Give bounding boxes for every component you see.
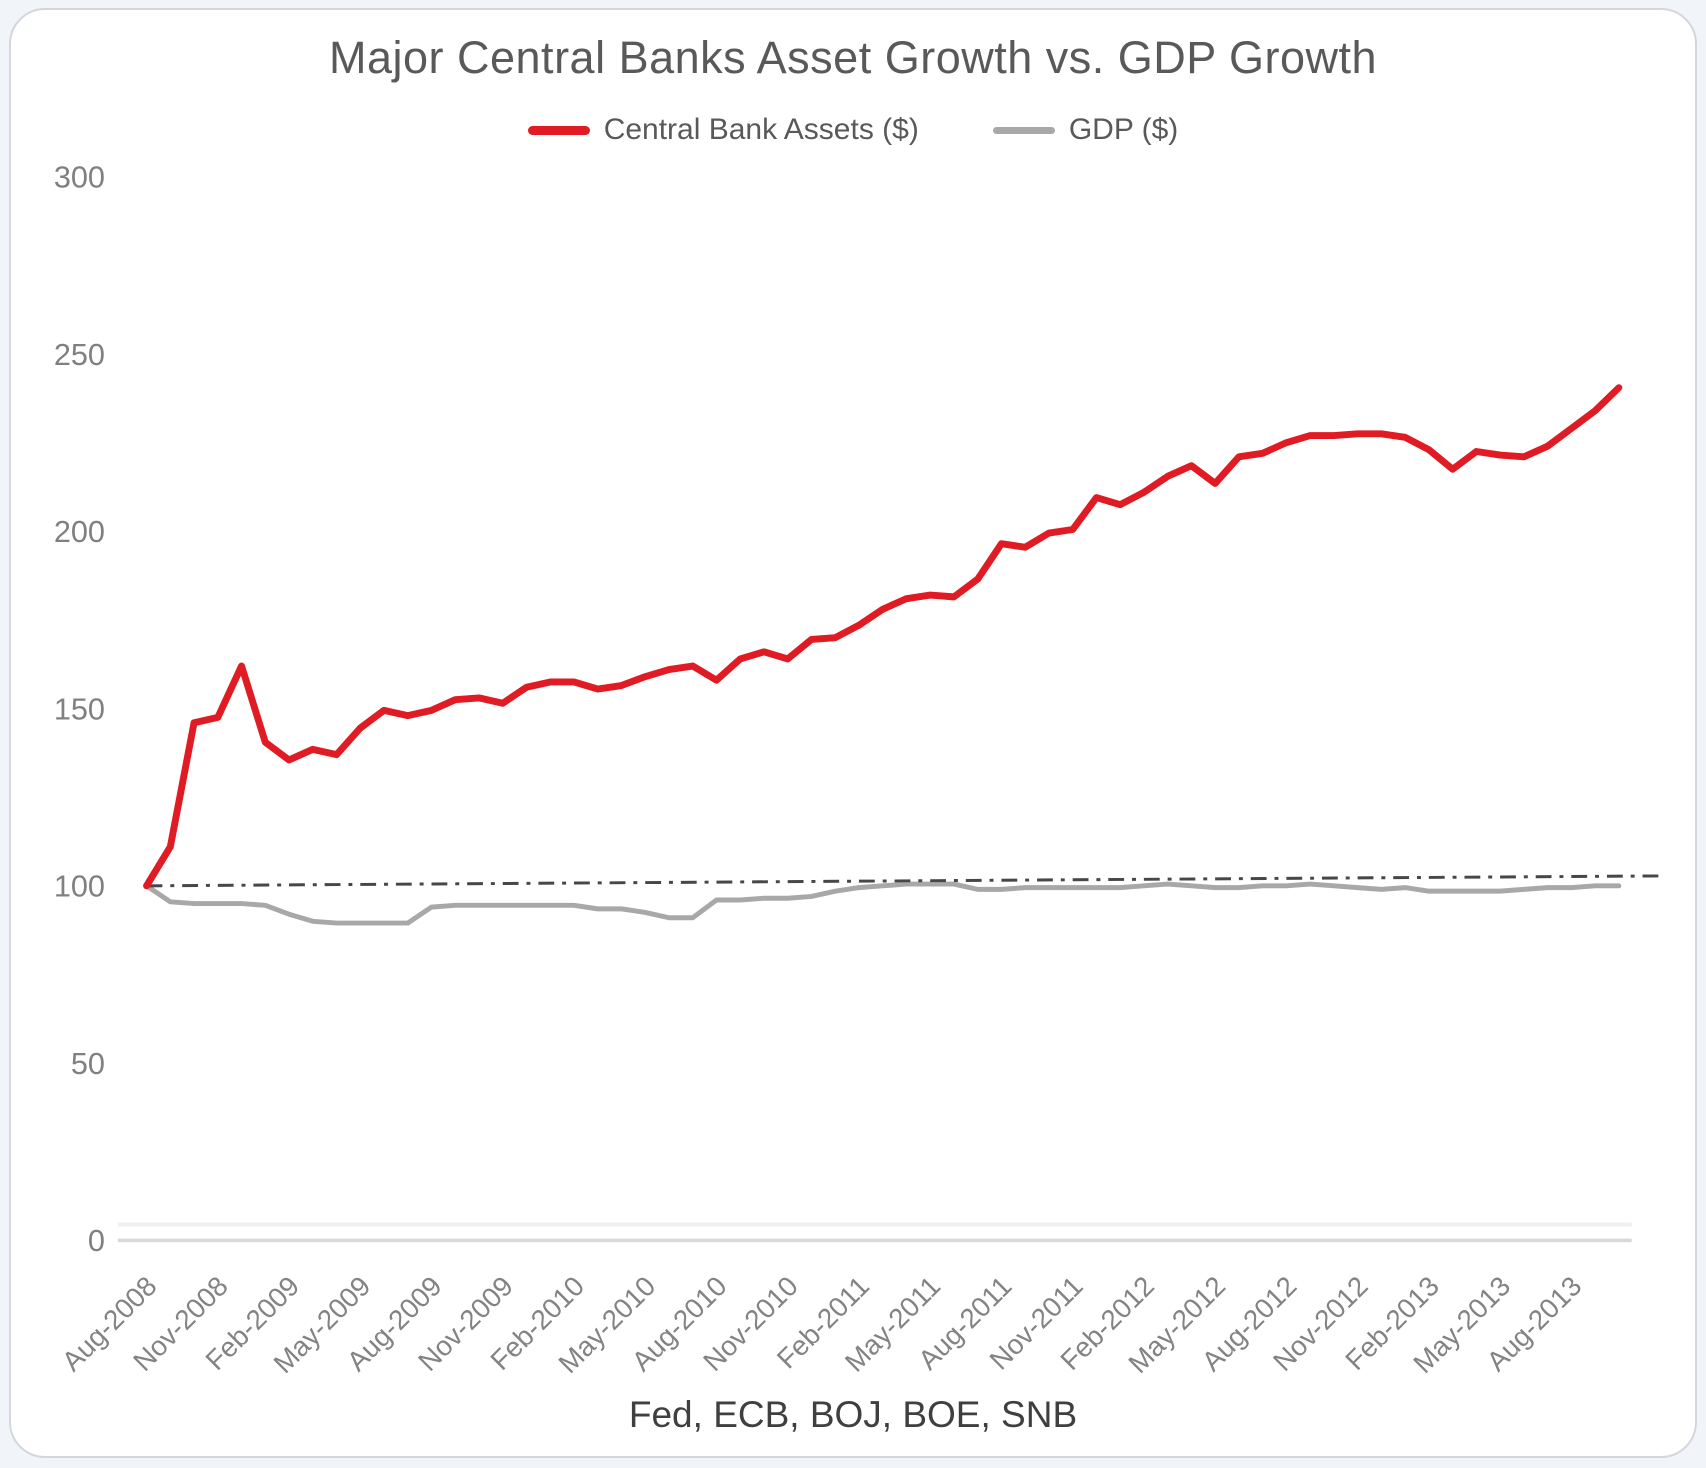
plot-wrap: 0 50 100 150 200 250 300 Aug-2008 Nov-2008 Feb-20…: [11, 152, 1695, 1394]
legend-swatch-gdp: [992, 126, 1055, 134]
legend-item-central-bank-assets: Central Bank Assets ($): [527, 113, 919, 147]
plot-area: 050100150200250300Aug-2008Nov-2008Feb-20…: [54, 161, 1662, 1379]
series-gdp: [144, 881, 1622, 926]
y-axis-tick-label: 150: [54, 692, 105, 726]
y-axis-tick-label: 200: [54, 515, 105, 549]
legend-swatch-central-bank-assets: [527, 125, 590, 135]
y-axis-tick-label: 250: [54, 338, 105, 372]
legend: Central Bank Assets ($) GDP ($): [11, 110, 1695, 150]
legend-item-gdp: GDP ($): [992, 113, 1179, 147]
legend-label-gdp: GDP ($): [1068, 113, 1179, 146]
y-axis-tick-label: 0: [88, 1224, 105, 1258]
legend-label-central-bank-assets: Central Bank Assets ($): [603, 113, 919, 146]
chart-title: Major Central Banks Asset Growth vs. GDP…: [328, 32, 1378, 83]
y-axis-tick-label: 100: [54, 870, 105, 904]
y-axis-tick-label: 300: [54, 161, 105, 195]
series-central-bank-assets: [143, 384, 1623, 890]
gdp-trendline: [146, 874, 1662, 888]
chart-footer-caption: Fed, ECB, BOJ, BOE, SNB: [628, 1393, 1078, 1435]
y-axis-tick-label: 50: [71, 1047, 105, 1081]
chart-card: Major Central Banks Asset Growth vs. GDP…: [9, 8, 1697, 1458]
